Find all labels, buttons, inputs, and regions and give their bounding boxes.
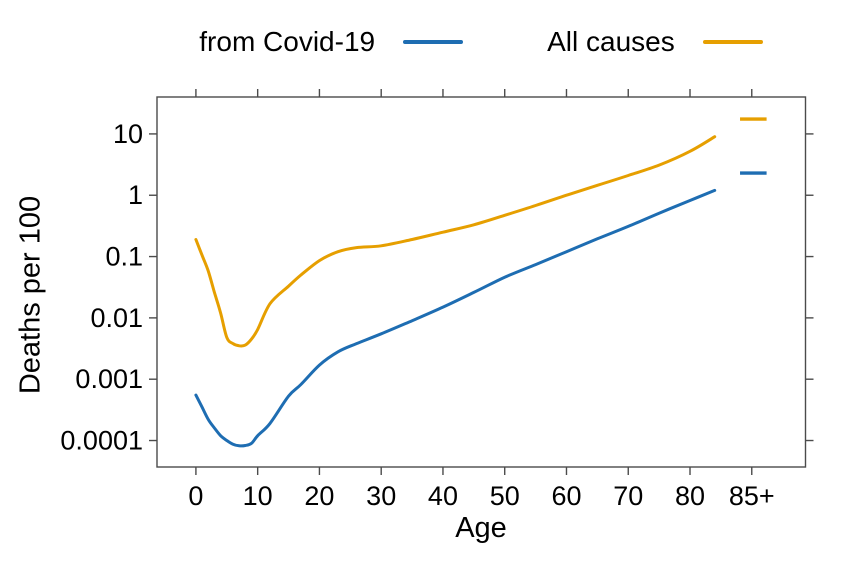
legend-label-covid: from Covid-19 xyxy=(199,26,376,57)
legend-swatch-covid-line xyxy=(403,40,464,44)
x-tick-label: 20 xyxy=(304,481,334,511)
y-tick-label: 0.001 xyxy=(75,364,143,394)
chart-legend: from Covid-19 All causes xyxy=(157,24,805,60)
y-tick-label: 10 xyxy=(113,119,143,149)
plot-frame xyxy=(156,96,807,468)
covid-line xyxy=(194,188,717,448)
y-tick-label: 0.01 xyxy=(90,303,143,333)
x-tick-label: 30 xyxy=(366,481,396,511)
x-tick-label: 70 xyxy=(613,481,643,511)
legend-swatch-all-causes-line xyxy=(702,40,763,44)
y-tick-label: 0.0001 xyxy=(60,426,143,456)
legend-label-all-causes: All causes xyxy=(547,26,675,57)
legend-item-all-causes: All causes xyxy=(547,26,763,58)
x-tick-label: 40 xyxy=(428,481,458,511)
y-tick-label: 1 xyxy=(128,180,143,210)
legend-item-covid: from Covid-19 xyxy=(199,26,464,58)
x-tick-label: 10 xyxy=(243,481,273,511)
x-tick-label: 85+ xyxy=(729,481,775,511)
x-tick-label: 0 xyxy=(188,481,203,511)
x-tick-label: 50 xyxy=(490,481,520,511)
y-tick-label: 0.1 xyxy=(105,242,143,272)
x-tick-label: 80 xyxy=(675,481,705,511)
all-causes-line xyxy=(194,135,717,348)
x-axis-title: Age xyxy=(455,512,507,544)
x-tick-label: 60 xyxy=(551,481,581,511)
